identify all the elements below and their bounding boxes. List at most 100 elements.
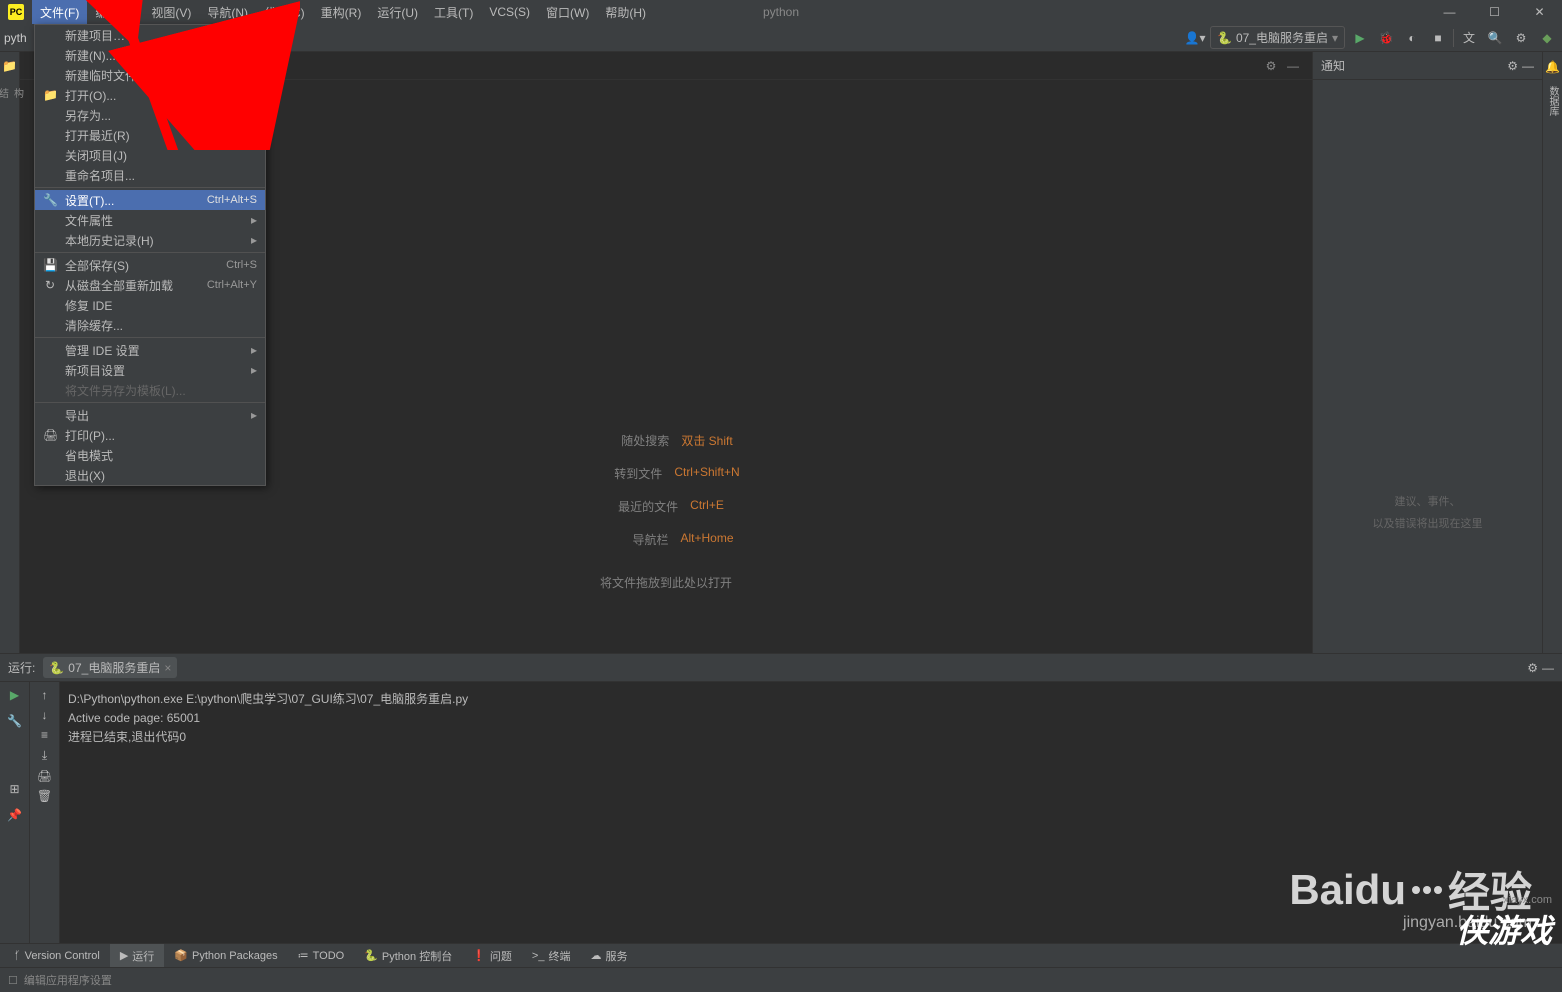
menu-item-3[interactable]: 导航(N) <box>199 0 256 24</box>
notifications-line2: 以及错误将出现在这里 <box>1373 515 1483 531</box>
file-menu-item[interactable]: 打开最近(R)▸ <box>35 125 265 145</box>
down-icon[interactable]: ↓ <box>42 708 48 722</box>
debug-button[interactable]: 🐞 <box>1375 27 1397 49</box>
menu-item-label: 关闭项目(J) <box>65 147 127 164</box>
print-icon[interactable]: 🖨 <box>37 769 52 783</box>
search-icon[interactable]: 🔍 <box>1484 27 1506 49</box>
menu-item-label: 新建(N)... <box>65 47 116 64</box>
run-config-label: 07_电脑服务重启 <box>1236 29 1328 46</box>
welcome-shortcut: Ctrl+E <box>690 498 724 515</box>
file-menu-item[interactable]: 清除缓存... <box>35 315 265 335</box>
run-panel-tab[interactable]: 🐍 07_电脑服务重启 × <box>43 657 177 678</box>
menu-item-label: 将文件另存为模板(L)... <box>65 382 186 399</box>
file-menu-item[interactable]: 重命名项目... <box>35 165 265 185</box>
maximize-button[interactable]: ☐ <box>1472 0 1517 24</box>
file-menu-item[interactable]: 新建项目… <box>35 25 265 45</box>
file-menu-item[interactable]: 关闭项目(J) <box>35 145 265 165</box>
file-menu-item[interactable]: 新建临时文件Alt+Shift+Insert <box>35 65 265 85</box>
menu-item-icon: 🔧 <box>43 193 57 207</box>
menu-item-icon: 📁 <box>43 88 57 102</box>
paw-icon <box>1412 886 1442 894</box>
run-button[interactable]: ▶ <box>1349 27 1371 49</box>
menu-item-7[interactable]: 工具(T) <box>426 0 481 24</box>
bottom-tab[interactable]: >_终端 <box>522 944 581 967</box>
menu-item-label: 本地历史记录(H) <box>65 232 154 249</box>
welcome-row: 随处搜索双击 Shift <box>599 432 732 449</box>
panel-minimize-icon[interactable]: — <box>1522 59 1534 73</box>
file-menu-item[interactable]: 💾全部保存(S)Ctrl+S <box>35 255 265 275</box>
bottom-tab[interactable]: ≔TODO <box>288 944 355 967</box>
file-menu-item[interactable]: 🖨打印(P)... <box>35 425 265 445</box>
wrap-icon[interactable]: ≡ <box>41 728 48 742</box>
file-menu-item[interactable]: 导出▸ <box>35 405 265 425</box>
menu-item-4[interactable]: 代码(C) <box>256 0 313 24</box>
file-menu-item[interactable]: 📁打开(O)... <box>35 85 265 105</box>
run-tab-close-icon[interactable]: × <box>164 661 171 675</box>
notifications-title: 通知 <box>1321 57 1345 74</box>
menu-item-2[interactable]: 视图(V) <box>143 0 199 24</box>
file-menu-item[interactable]: 文件属性▸ <box>35 210 265 230</box>
file-menu-item[interactable]: 管理 IDE 设置▸ <box>35 340 265 360</box>
bottom-tab[interactable]: ▶运行 <box>110 944 164 967</box>
run-left-icons: ▶ 🔧 ⊞ 📌 <box>0 682 30 943</box>
file-menu-item[interactable]: 本地历史记录(H)▸ <box>35 230 265 250</box>
bottom-tab-icon: ❗ <box>472 949 486 962</box>
database-tool-icon[interactable]: 数据库 <box>1545 86 1560 116</box>
clear-icon[interactable]: 🗑 <box>37 789 52 803</box>
file-menu-item[interactable]: 另存为... <box>35 105 265 125</box>
bottom-tab[interactable]: ☁服务 <box>580 944 637 967</box>
menu-item-1[interactable]: 编辑(E) <box>87 0 143 24</box>
close-button[interactable]: ✕ <box>1517 0 1562 24</box>
file-menu-item[interactable]: 新项目设置▸ <box>35 360 265 380</box>
notifications-tool-icon[interactable]: 🔔 <box>1545 60 1560 74</box>
welcome-label: 导航栏 <box>598 531 668 548</box>
translate-icon[interactable]: 文 <box>1458 27 1480 49</box>
file-menu-item[interactable]: 修复 IDE <box>35 295 265 315</box>
menu-item-8[interactable]: VCS(S) <box>481 0 538 24</box>
editor-minimize-icon[interactable]: — <box>1282 55 1304 77</box>
project-tool-icon[interactable]: 📁 <box>2 60 18 76</box>
pin-icon[interactable]: 📌 <box>7 808 22 822</box>
watermark2-logo: 侠游戏 <box>1456 906 1552 952</box>
structure-tool-icon[interactable]: 结构 <box>2 88 18 104</box>
bottom-tab[interactable]: 🐍Python 控制台 <box>354 944 462 967</box>
file-menu-item[interactable]: 新建(N)...Alt+Insert <box>35 45 265 65</box>
stop-button[interactable]: ■ <box>1427 27 1449 49</box>
bottom-tab-label: Python 控制台 <box>382 948 452 964</box>
titlebar: PC 文件(F)编辑(E)视图(V)导航(N)代码(C)重构(R)运行(U)工具… <box>0 0 1562 24</box>
statusbar-icon[interactable]: ☐ <box>8 974 18 987</box>
settings-icon[interactable]: ⚙ <box>1510 27 1532 49</box>
run-config-selector[interactable]: 🐍 07_电脑服务重启 ▾ <box>1210 26 1345 49</box>
file-menu-item[interactable]: 退出(X) <box>35 465 265 485</box>
submenu-arrow-icon: ▸ <box>251 408 257 422</box>
file-menu-item[interactable]: 省电模式 <box>35 445 265 465</box>
bottom-tab[interactable]: ❗ 问题 <box>462 944 522 967</box>
run-settings-icon[interactable]: 🔧 <box>7 714 22 728</box>
rerun-icon[interactable]: ▶ <box>10 688 19 702</box>
minimize-button[interactable]: — <box>1427 0 1472 24</box>
scroll-icon[interactable]: ⤓ <box>42 748 47 763</box>
app-icon[interactable]: PC <box>8 4 24 20</box>
plugins-icon[interactable]: ◆ <box>1536 27 1558 49</box>
user-icon[interactable]: 👤▾ <box>1184 27 1206 49</box>
layout-icon[interactable]: ⊞ <box>9 782 19 796</box>
menu-item-6[interactable]: 运行(U) <box>369 0 426 24</box>
bottom-tab[interactable]: ᚶVersion Control <box>4 944 110 967</box>
menu-item-0[interactable]: 文件(F) <box>32 0 87 24</box>
run-panel-settings-icon[interactable]: ⚙ <box>1527 661 1538 675</box>
console-line: D:\Python\python.exe E:\python\爬虫学习\07_G… <box>68 690 1554 709</box>
bottom-tab[interactable]: 📦Python Packages <box>164 944 287 967</box>
menu-item-9[interactable]: 窗口(W) <box>538 0 597 24</box>
editor-settings-icon[interactable]: ⚙ <box>1260 55 1282 77</box>
coverage-button[interactable]: ◐ <box>1401 27 1423 49</box>
menu-item-5[interactable]: 重构(R) <box>313 0 370 24</box>
menu-item-10[interactable]: 帮助(H) <box>597 0 654 24</box>
run-panel-minimize-icon[interactable]: — <box>1542 661 1554 675</box>
up-icon[interactable]: ↑ <box>42 688 48 702</box>
file-menu-item[interactable]: 🔧设置(T)...Ctrl+Alt+S <box>35 190 265 210</box>
file-menu-item[interactable]: ↻从磁盘全部重新加载Ctrl+Alt+Y <box>35 275 265 295</box>
bottom-tab-label: 问题 <box>490 948 512 964</box>
bottom-tab-icon: 📦 <box>174 949 188 962</box>
panel-settings-icon[interactable]: ⚙ <box>1507 59 1518 73</box>
menu-item-label: 全部保存(S) <box>65 257 129 274</box>
